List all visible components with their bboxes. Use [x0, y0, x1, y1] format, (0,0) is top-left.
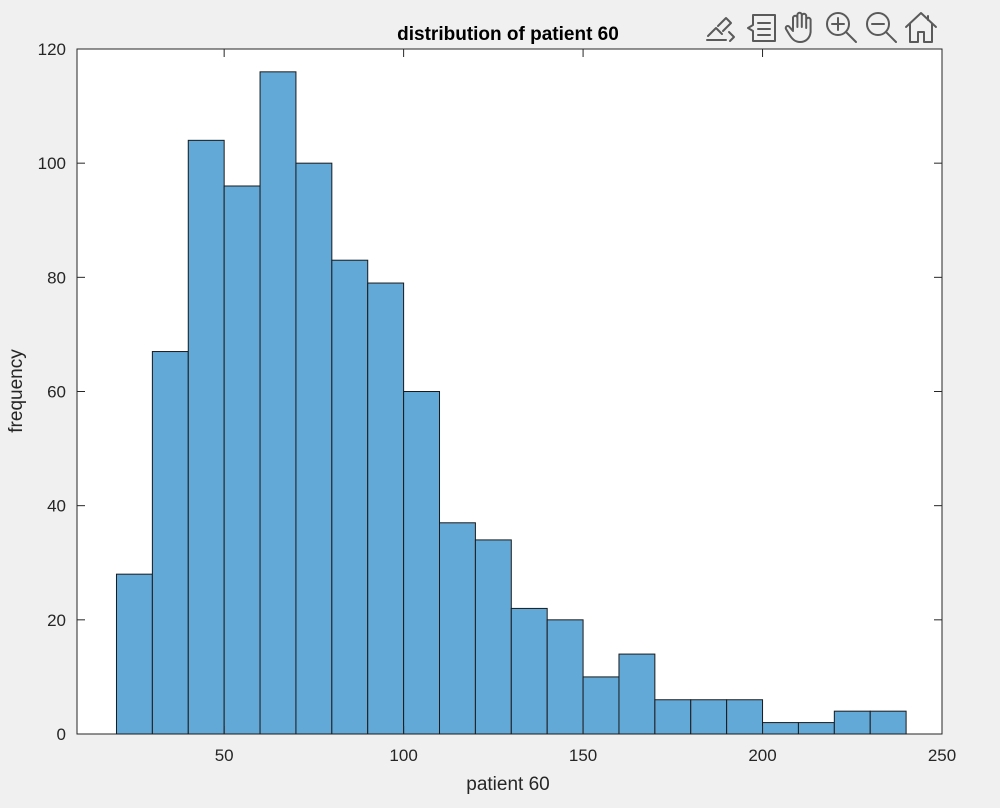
y-tick-label: 60: [47, 383, 66, 402]
y-tick-label: 40: [47, 497, 66, 516]
histogram-bar: [510, 607, 548, 735]
histogram-bar: [474, 539, 512, 735]
x-tick-label: 150: [569, 746, 597, 765]
y-tick-label: 120: [38, 40, 66, 59]
y-tick-label: 20: [47, 611, 66, 630]
histogram-bars: [115, 71, 907, 735]
y-tick-label: 80: [47, 268, 66, 287]
histogram-bar: [223, 185, 261, 735]
y-tick-labels: 0 20 40 60 80 100 120: [38, 40, 66, 744]
histogram-bar: [833, 710, 871, 735]
x-tick-label: 200: [748, 746, 776, 765]
histogram-bar: [690, 699, 728, 735]
axis-ticks: [77, 48, 943, 735]
histogram-bar: [403, 391, 441, 735]
data-tips-icon[interactable]: [744, 12, 776, 44]
histogram-bar: [439, 522, 476, 735]
histogram-bar: [797, 722, 835, 735]
histogram-bar: [295, 162, 333, 735]
zoom-out-icon[interactable]: [864, 10, 898, 44]
histogram-bar: [331, 259, 369, 735]
histogram-bar: [582, 676, 620, 735]
histogram-bar: [259, 71, 297, 735]
y-tick-label: 100: [38, 154, 66, 173]
histogram-bar: [654, 699, 692, 735]
zoom-in-icon[interactable]: [824, 10, 858, 44]
restore-view-home-icon[interactable]: [904, 10, 938, 44]
histogram-bar: [546, 619, 584, 735]
y-tick-label: 0: [57, 725, 66, 744]
brush-data-icon[interactable]: [704, 12, 736, 44]
pan-hand-icon[interactable]: [784, 10, 818, 44]
axes-toolbar: [704, 10, 938, 44]
x-tick-label: 50: [215, 746, 234, 765]
histogram-bar: [115, 573, 153, 735]
histogram-bar: [367, 282, 405, 735]
histogram-bar: [726, 699, 764, 735]
histogram-bar: [762, 722, 799, 735]
x-tick-labels: 50 100 150 200 250: [215, 746, 956, 765]
x-tick-label: 250: [928, 746, 956, 765]
chart-title: distribution of patient 60: [397, 24, 619, 45]
histogram-bar: [187, 139, 225, 735]
y-axis-label: frequency: [6, 349, 27, 433]
histogram-bar: [618, 653, 656, 735]
x-axis-label: patient 60: [466, 774, 549, 795]
histogram-bar: [869, 710, 907, 735]
x-tick-label: 100: [389, 746, 417, 765]
histogram-bar: [151, 351, 189, 735]
